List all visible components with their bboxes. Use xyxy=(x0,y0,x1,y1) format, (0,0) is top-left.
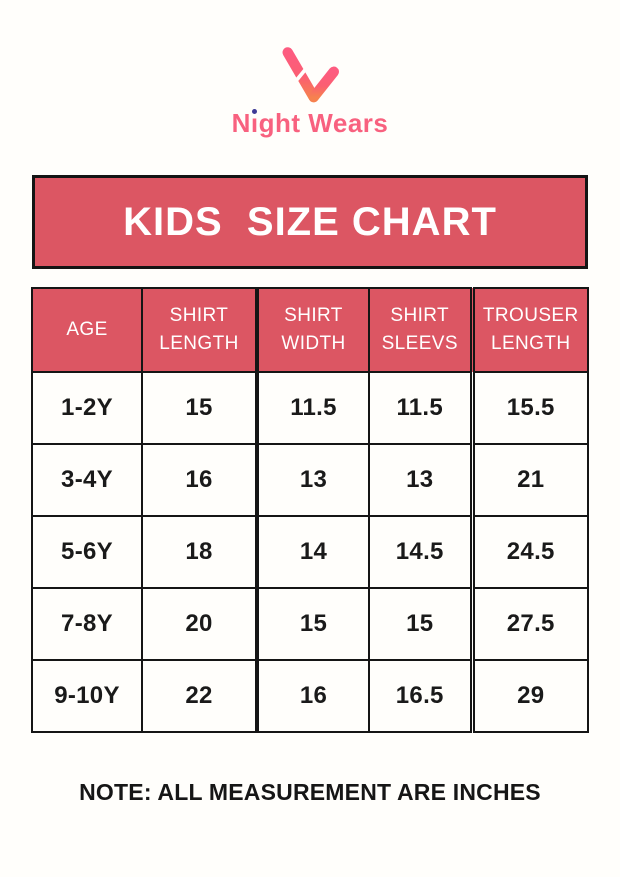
table-row: 5-6Y 18 14 14.5 24.5 xyxy=(31,515,589,589)
value-cell: 24.5 xyxy=(469,515,589,589)
brand-name-part: N xyxy=(231,108,251,138)
brand-logo: Nıght Wears xyxy=(0,0,620,139)
brand-name-i: ı xyxy=(250,108,259,138)
age-cell: 1-2Y xyxy=(31,371,143,445)
value-cell: 21 xyxy=(469,443,589,517)
brand-name: Nıght Wears xyxy=(0,108,620,139)
value-cell: 16.5 xyxy=(368,659,473,733)
table-row: 1-2Y 15 11.5 11.5 15.5 xyxy=(31,371,589,445)
value-cell: 16 xyxy=(255,659,370,733)
value-cell: 15.5 xyxy=(469,371,589,445)
value-cell: 11.5 xyxy=(255,371,370,445)
table-row: 7-8Y 20 15 15 27.5 xyxy=(31,587,589,661)
value-cell: 15 xyxy=(368,587,473,661)
value-cell: 11.5 xyxy=(368,371,473,445)
column-header-age: AGE xyxy=(31,287,143,373)
value-cell: 14 xyxy=(255,515,370,589)
header-row: AGE SHIRT LENGTH SHIRT WIDTH SHIRT SLEEV… xyxy=(31,287,589,373)
value-cell: 22 xyxy=(141,659,258,733)
note-text: NOTE: ALL MEASUREMENT ARE INCHES xyxy=(79,779,541,805)
column-header-shirt-sleeves: SHIRT SLEEVS xyxy=(368,287,473,373)
brand-name-part: ght Wears xyxy=(258,108,389,138)
age-cell: 5-6Y xyxy=(31,515,143,589)
age-cell: 9-10Y xyxy=(31,659,143,733)
value-cell: 15 xyxy=(255,587,370,661)
value-cell: 29 xyxy=(469,659,589,733)
column-header-trouser-length: TROUSER LENGTH xyxy=(469,287,589,373)
value-cell: 13 xyxy=(255,443,370,517)
nw-monogram-icon xyxy=(282,47,340,103)
value-cell: 13 xyxy=(368,443,473,517)
value-cell: 27.5 xyxy=(469,587,589,661)
value-cell: 18 xyxy=(141,515,258,589)
value-cell: 15 xyxy=(141,371,258,445)
value-cell: 14.5 xyxy=(368,515,473,589)
column-header-shirt-width: SHIRT WIDTH xyxy=(255,287,370,373)
age-cell: 7-8Y xyxy=(31,587,143,661)
column-header-shirt-length: SHIRT LENGTH xyxy=(141,287,258,373)
table-row: 9-10Y 22 16 16.5 29 xyxy=(31,659,589,733)
table-row: 3-4Y 16 13 13 21 xyxy=(31,443,589,517)
size-table: AGE SHIRT LENGTH SHIRT WIDTH SHIRT SLEEV… xyxy=(31,287,589,733)
title-banner: KIDS SIZE CHART xyxy=(32,175,588,269)
page-title: KIDS SIZE CHART xyxy=(123,199,497,244)
value-cell: 20 xyxy=(141,587,258,661)
value-cell: 16 xyxy=(141,443,258,517)
age-cell: 3-4Y xyxy=(31,443,143,517)
